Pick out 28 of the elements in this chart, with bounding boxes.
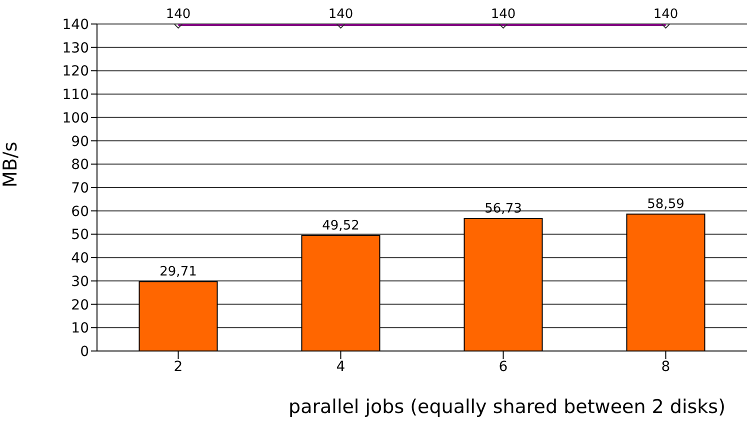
y-tick-label: 30 (71, 274, 89, 290)
data-label: 140 (653, 7, 678, 22)
y-tick-label: 40 (71, 250, 89, 267)
data-label: 49,52 (322, 218, 360, 234)
y-axis-title: MB/s (0, 142, 22, 188)
x-tick-label: 4 (336, 358, 346, 375)
y-tick-label: 20 (71, 297, 89, 314)
data-label: 29,71 (160, 264, 197, 280)
y-tick-label: 70 (71, 180, 89, 196)
y-tick-label: 60 (71, 204, 89, 220)
data-label: 140 (490, 7, 516, 22)
x-tick-label: 8 (661, 358, 670, 375)
data-label: 140 (166, 7, 191, 22)
x-tick-label: 6 (498, 358, 508, 375)
data-label: 58,59 (647, 197, 684, 212)
y-tick-label: 120 (62, 64, 89, 80)
y-tick-label: 0 (80, 344, 89, 360)
y-tick-label: 100 (62, 110, 89, 126)
y-tick-label: 10 (71, 320, 89, 337)
y-tick-label: 140 (62, 16, 89, 33)
x-axis-title: parallel jobs (equally shared between 2 disks) (288, 396, 726, 418)
y-tick-label: 90 (71, 134, 89, 150)
y-tick-label: 130 (62, 40, 89, 56)
y-tick-label: 110 (62, 87, 89, 104)
data-label: 140 (328, 7, 354, 22)
x-tick-label: 2 (174, 358, 183, 375)
y-tick-label: 50 (71, 227, 89, 244)
y-tick-label: 80 (71, 157, 89, 174)
